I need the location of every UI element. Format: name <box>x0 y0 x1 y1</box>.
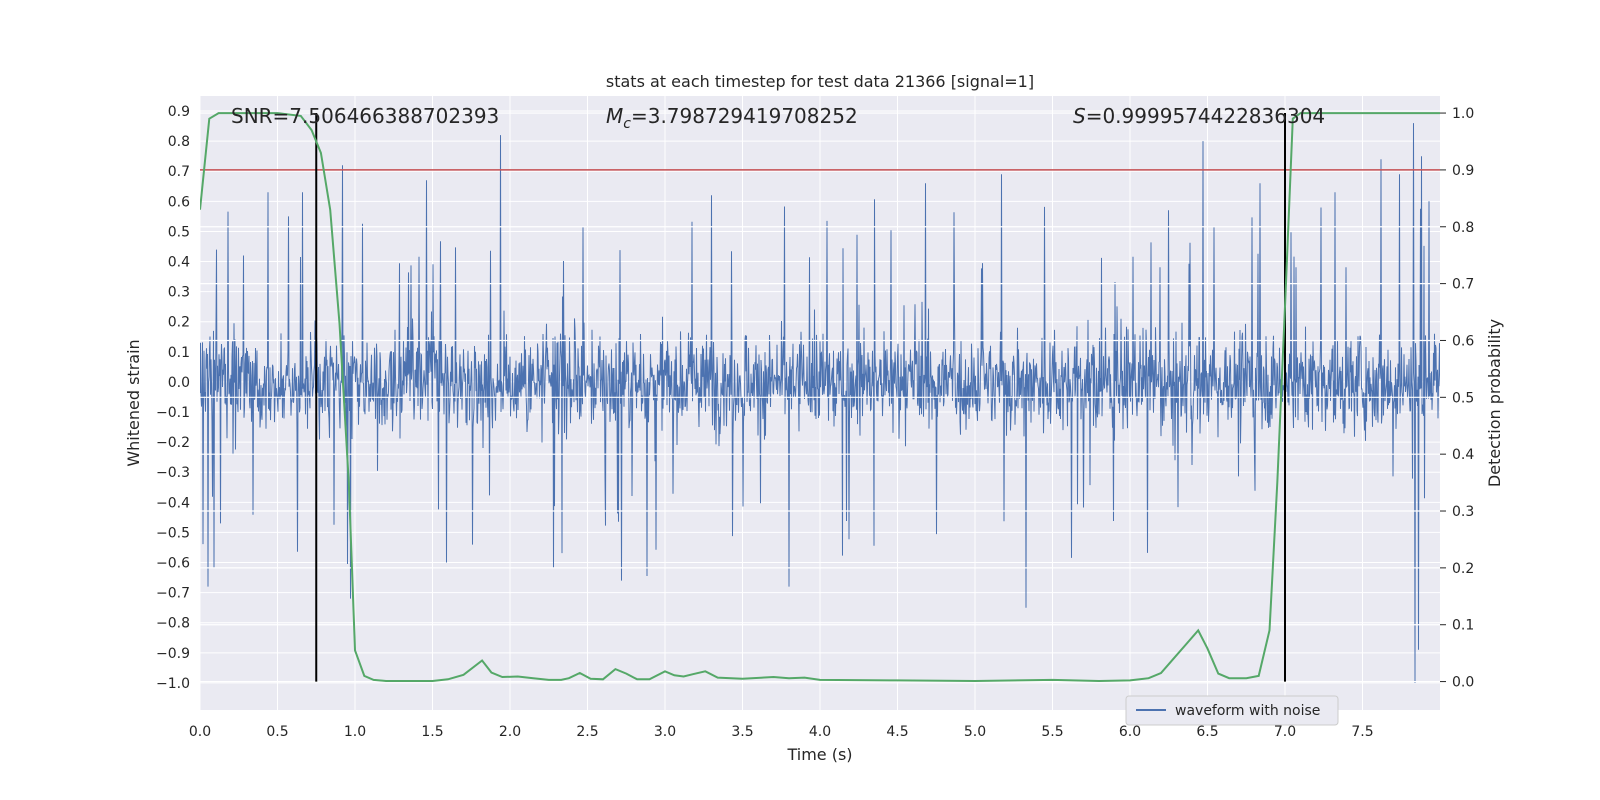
y-tick-label: −0.5 <box>156 525 190 541</box>
x-tick-label: 2.5 <box>576 724 598 740</box>
x-tick-label: 4.5 <box>886 724 908 740</box>
legend-label-waveform: waveform with noise <box>1175 703 1320 719</box>
x-tick-label: 4.0 <box>809 724 831 740</box>
x-tick-label: 6.5 <box>1196 724 1218 740</box>
x-tick-label: 5.5 <box>1041 724 1063 740</box>
vertical-markers <box>315 113 1286 682</box>
x-tick-label: 1.5 <box>421 724 443 740</box>
x-tick-label: 7.0 <box>1274 724 1296 740</box>
y-tick-label: −0.4 <box>156 495 190 511</box>
y-tick-label: 0.3 <box>168 285 190 301</box>
y-tick-label: −1.0 <box>156 676 190 692</box>
x-tick-label: 0.0 <box>189 724 211 740</box>
y-tick-label: −0.8 <box>156 616 190 632</box>
y2-tick-label: 1.0 <box>1452 106 1474 122</box>
x-tick-label: 5.0 <box>964 724 986 740</box>
waveform-noise-path <box>200 123 1440 683</box>
y-tick-label: −0.9 <box>156 646 190 662</box>
y2-axis-label: Detection probability <box>1485 319 1504 487</box>
y-tick-label: 0.5 <box>168 224 190 240</box>
chirp-mass-annotation: Mc=3.798729419708252 <box>606 104 858 132</box>
x-tick-label: 1.0 <box>344 724 366 740</box>
waveform-series <box>200 123 1440 683</box>
y-tick-label: 0.8 <box>168 134 190 150</box>
y-axis-label: Whitened strain <box>124 339 143 466</box>
legend-box <box>1125 695 1339 726</box>
x-tick-label: 3.5 <box>731 724 753 740</box>
x-tick-label: 6.0 <box>1119 724 1141 740</box>
y-tick-label: −0.6 <box>156 556 190 572</box>
x-tick-labels: 0.0 0.5 1.0 1.5 2.0 2.5 3.0 3.5 4.0 4.5 5.0 5.5 6.0 6… <box>189 724 1374 740</box>
y-tick-labels: 0.9 0.8 0.7 0.6 0.5 0.4 0.3 0.2 0.1 0.0 −0.1 −0.2 −0… <box>156 104 190 692</box>
y-tick-label: −0.3 <box>156 465 190 481</box>
y-tick-label: 0.4 <box>168 255 190 271</box>
y-tick-label: 0.2 <box>168 315 190 331</box>
y-tick-label: 0.7 <box>168 164 190 180</box>
detection-probability-line <box>200 112 1440 683</box>
y2-tick-label: 0.4 <box>1452 447 1474 463</box>
legend: waveform with noise <box>1125 695 1339 726</box>
y-tick-label: 0.9 <box>168 104 190 120</box>
x-tick-label: 3.0 <box>654 724 676 740</box>
y-tick-label: −0.2 <box>156 435 190 451</box>
y2-tick-label: 0.8 <box>1452 220 1474 236</box>
y-tick-label: −0.1 <box>156 405 190 421</box>
chart-title: stats at each timestep for test data 213… <box>606 72 1034 91</box>
y-tick-label: 0.1 <box>168 345 190 361</box>
y-tick-label: 0.0 <box>168 375 190 391</box>
y2-tick-label: 0.5 <box>1452 390 1474 406</box>
y2-tick-label: 0.0 <box>1452 675 1474 691</box>
y-tick-label: −0.7 <box>156 586 190 602</box>
y-tick-label: 0.6 <box>168 194 190 210</box>
x-tick-label: 2.0 <box>499 724 521 740</box>
y2-tick-label: 0.6 <box>1452 333 1474 349</box>
x-tick-label: 7.5 <box>1351 724 1373 740</box>
x-axis-label: Time (s) <box>786 745 852 764</box>
x-tick-label: 0.5 <box>266 724 288 740</box>
s-annotation: S=0.9999574422836304 <box>1073 104 1325 128</box>
y2-tick-label: 0.2 <box>1452 561 1474 577</box>
y2-tick-label: 0.1 <box>1452 618 1474 634</box>
y2-tick-labels: 1.0 0.9 0.8 0.7 0.6 0.5 0.4 0.3 0.2 0.1 0.0 <box>1440 106 1474 691</box>
y2-tick-label: 0.9 <box>1452 163 1474 179</box>
y2-tick-label: 0.3 <box>1452 504 1474 520</box>
snr-annotation: SNR=7.506466388702393 <box>231 104 499 128</box>
y2-tick-label: 0.7 <box>1452 277 1474 293</box>
